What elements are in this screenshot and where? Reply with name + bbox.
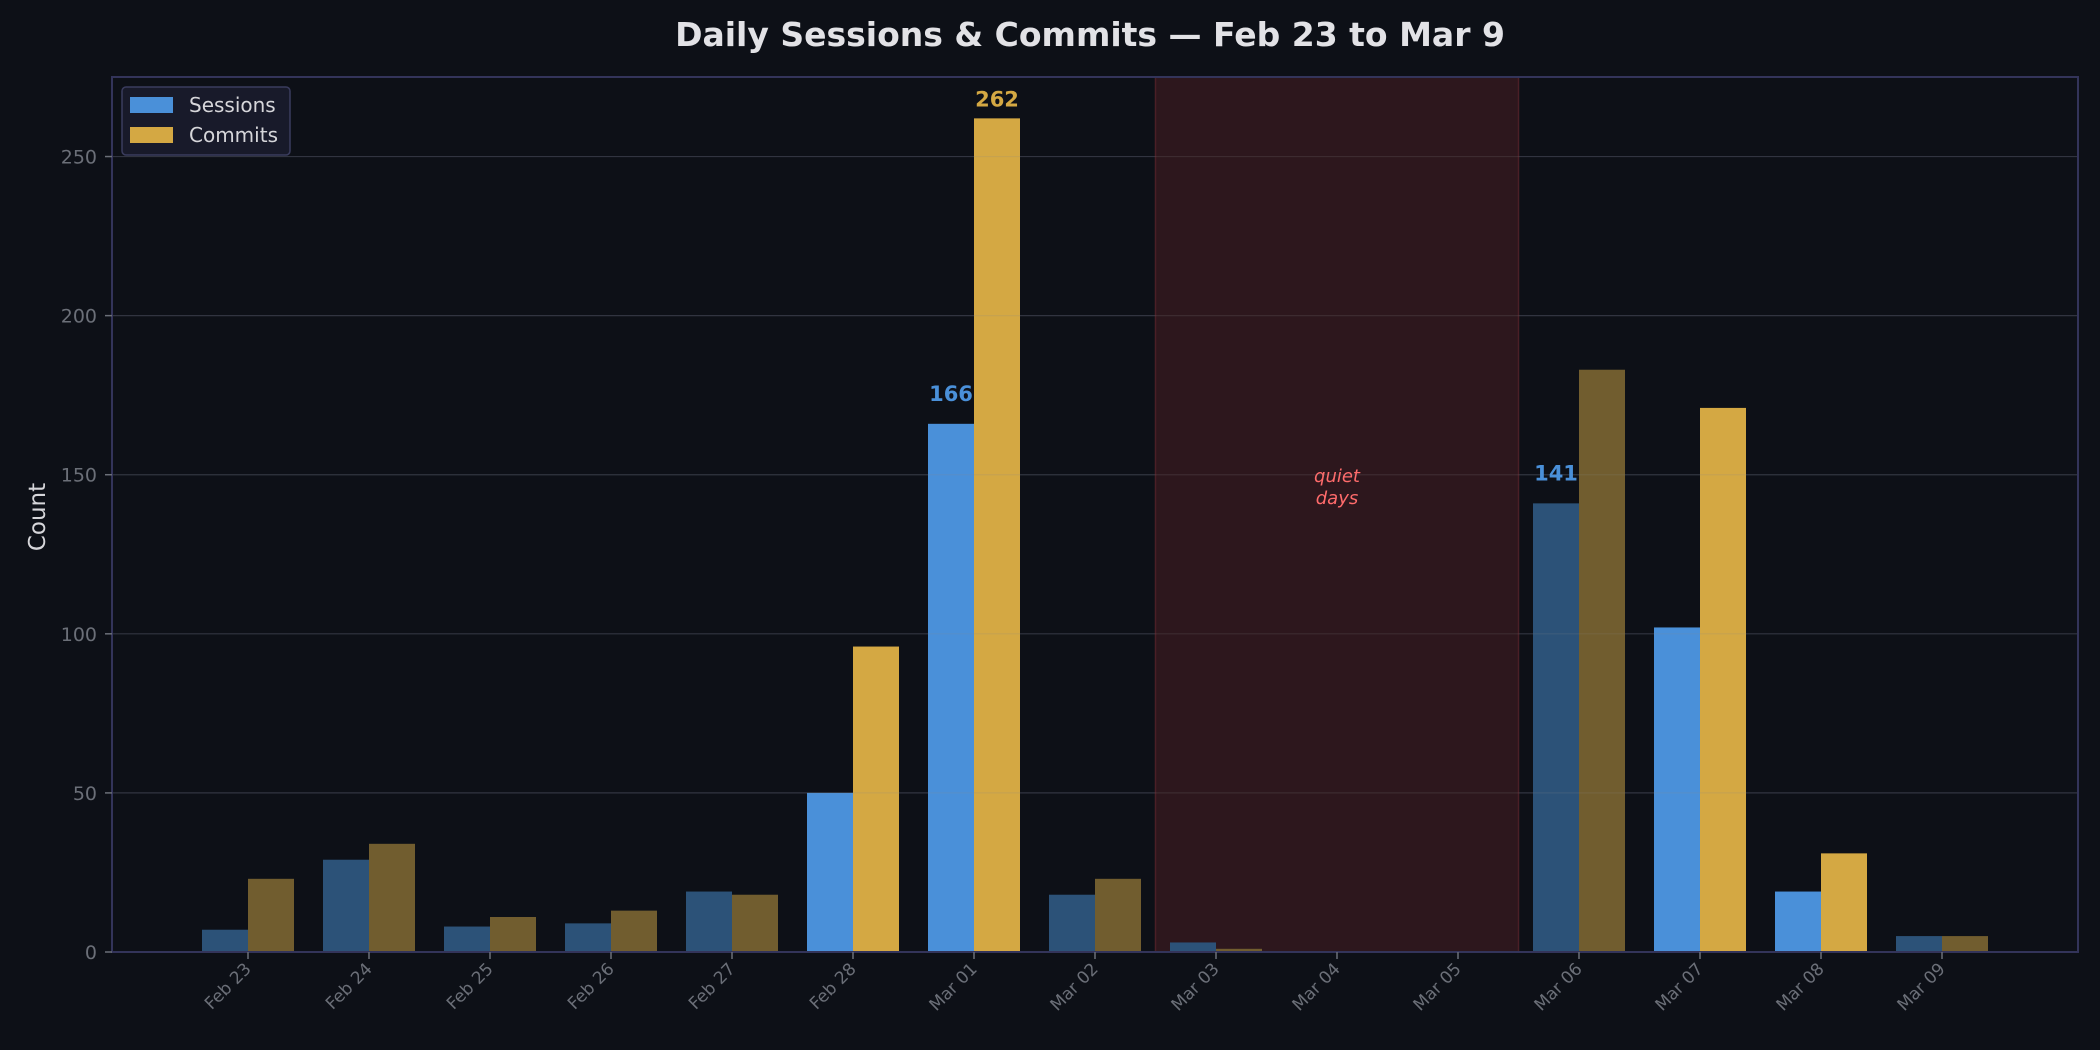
chart-title: Daily Sessions & Commits — Feb 23 to Mar… [675,15,1505,54]
commits-bar [974,118,1020,952]
value-label: 141 [1534,461,1578,485]
value-label: 166 [929,382,973,406]
y-axis: 0 50 100 150 200 250 [61,147,112,964]
value-labels: 166 262 141 [929,87,1578,485]
y-tick-label: 200 [61,306,97,328]
commits-bar [248,878,294,952]
commits-bar [1942,936,1988,952]
quiet-days-region [1154,76,1520,953]
quiet-days-annotation: days [1316,488,1359,509]
y-tick-label: 150 [61,465,97,487]
y-tick-label: 100 [61,624,97,646]
sessions-bar [1170,942,1216,952]
commits-bar [1216,948,1262,952]
commits-bar [369,843,415,952]
commits-bar [1095,878,1141,952]
sessions-bar [1654,627,1700,952]
bars [202,118,1988,953]
sessions-bar [1049,894,1095,952]
legend: Sessions Commits [121,86,291,156]
gridlines [112,155,2078,794]
sessions-bar [565,923,611,952]
sessions-bar [202,929,248,952]
y-tick-label: 0 [85,942,97,964]
sessions-bar [1896,936,1942,952]
legend-label-sessions: Sessions [189,93,276,117]
sessions-bar [686,891,732,952]
sessions-bar [928,423,974,952]
y-tick-label: 250 [61,147,97,169]
sessions-bar [444,926,490,952]
sessions-bar [1775,891,1821,952]
sessions-bar [1533,503,1579,952]
quiet-days-annotation: quiet [1314,466,1361,487]
sessions-bar [807,792,853,952]
value-label: 262 [975,87,1019,111]
commits-bar [1579,369,1625,952]
commits-bar [1821,853,1867,952]
sessions-bar [323,859,369,952]
y-tick-label: 50 [73,783,97,805]
gridlines-overlay [112,155,2078,794]
legend-swatch-commits [130,127,173,143]
legend-label-commits: Commits [189,123,278,147]
plot-background [112,77,2078,952]
commits-bar [490,917,536,952]
commits-bar [611,910,657,952]
legend-swatch-sessions [130,97,173,113]
commits-bar [853,646,899,952]
y-axis-label: Count [25,483,51,551]
commits-bar [1700,407,1746,953]
plot-area [112,77,2078,952]
commits-bar [732,894,778,952]
